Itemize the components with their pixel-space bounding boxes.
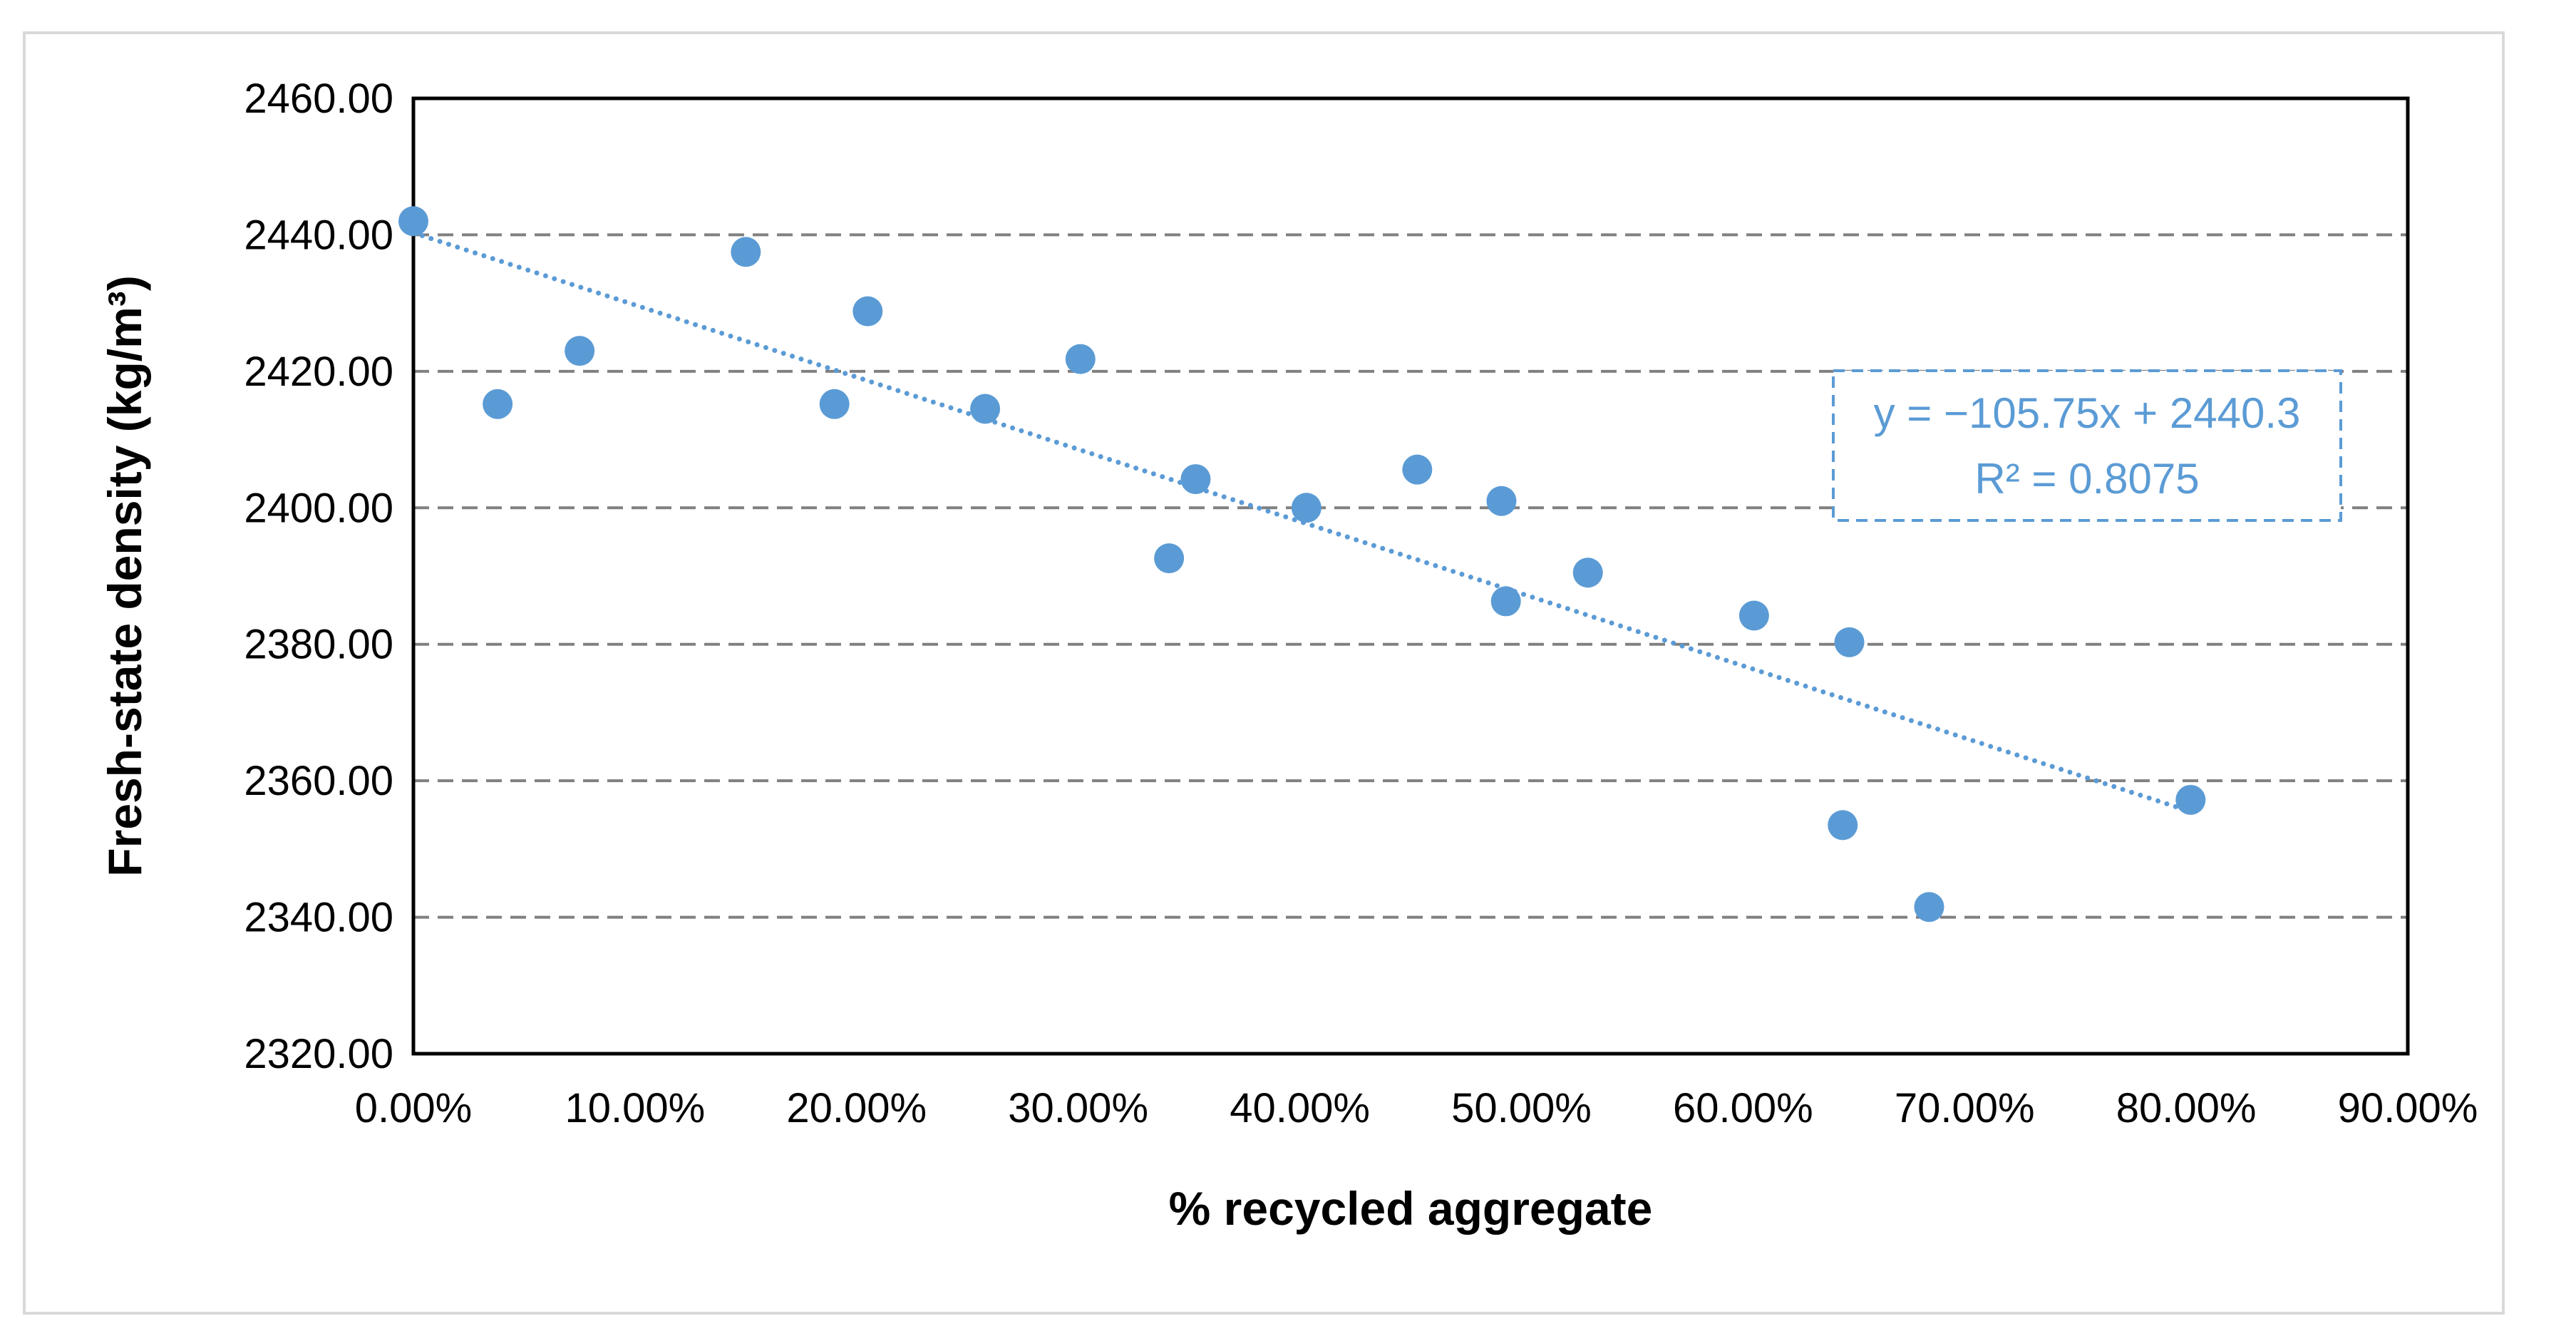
data-point	[1834, 627, 1865, 657]
y-tick-label: 2340.00	[244, 895, 393, 941]
data-point	[852, 296, 883, 327]
x-tick-label: 90.00%	[2338, 1085, 2478, 1131]
y-tick-label: 2420.00	[244, 349, 393, 395]
data-point	[1828, 810, 1858, 841]
y-tick-label: 2360.00	[244, 758, 393, 804]
data-point	[1490, 586, 1521, 617]
data-point	[1914, 892, 1944, 923]
y-tick-label: 2320.00	[244, 1031, 393, 1077]
y-tick-label: 2460.00	[244, 76, 393, 122]
data-point	[731, 237, 761, 267]
x-tick-label: 70.00%	[1895, 1085, 2035, 1131]
x-tick-label: 60.00%	[1673, 1085, 1813, 1131]
trendline-r-squared: R² = 0.8075	[1974, 455, 2199, 503]
x-axis-title: % recycled aggregate	[1169, 1182, 1653, 1235]
x-tick-label: 20.00%	[786, 1085, 927, 1131]
x-tick-label: 50.00%	[1451, 1085, 1592, 1131]
data-point	[1291, 493, 1322, 523]
data-point	[1572, 558, 1603, 588]
plot-area	[411, 96, 2410, 1056]
data-point	[819, 389, 850, 419]
trendline-label-border	[1832, 369, 2342, 522]
y-axis-title: Fresh-state density (kg/m³)	[98, 275, 151, 877]
data-point	[1486, 485, 1517, 516]
data-point	[565, 336, 595, 366]
data-point	[1738, 600, 1769, 631]
data-points	[398, 206, 2206, 923]
data-point	[1065, 344, 1096, 374]
data-point	[1180, 464, 1211, 495]
y-axis-tick-labels: 2320.00 2340.00 2360.00 2380.00 2400.00 2420.…	[244, 76, 393, 1077]
x-tick-label: 40.00%	[1230, 1085, 1370, 1131]
trendline-equation: y = −105.75x + 2440.3	[1874, 389, 2301, 437]
x-tick-label: 0.00%	[355, 1085, 472, 1131]
y-tick-label: 2440.00	[244, 212, 393, 258]
chart-frame	[23, 31, 2505, 1315]
y-tick-label: 2380.00	[244, 622, 393, 668]
y-tick-label: 2400.00	[244, 485, 393, 531]
x-axis-tick-labels: 0.00% 10.00% 20.00% 30.00% 40.00% 50.00% 60.00…	[355, 1085, 2478, 1131]
data-point	[970, 394, 1001, 424]
data-point	[2175, 784, 2206, 815]
data-point	[1154, 543, 1185, 574]
trendline-group	[411, 230, 2193, 814]
trendline-label-box: y = −105.75x + 2440.3 R² = 0.8075	[1832, 369, 2342, 522]
data-point	[1402, 454, 1433, 485]
data-point	[398, 206, 428, 237]
gridlines	[413, 233, 2408, 919]
x-tick-label: 30.00%	[1008, 1085, 1148, 1131]
trendline	[411, 230, 2193, 814]
x-tick-label: 80.00%	[2116, 1085, 2257, 1131]
x-tick-label: 10.00%	[565, 1085, 706, 1131]
data-point	[483, 389, 513, 419]
